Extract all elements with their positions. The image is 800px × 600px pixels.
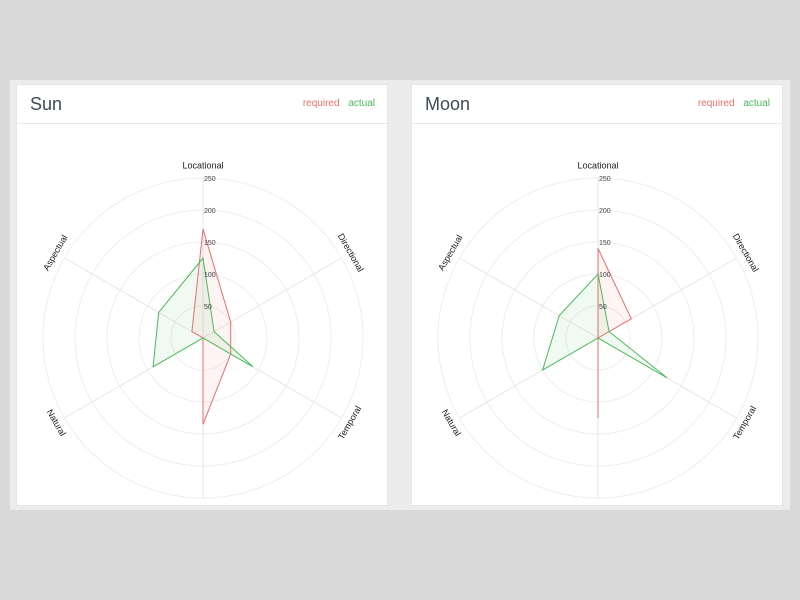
moon-radar-chart: 50 100 150 200 250 Locational Directional Tempo… [436, 160, 761, 506]
moon-axis-label-locational: Locational [577, 160, 618, 170]
sun-axis-label-natural: Natural [45, 408, 68, 438]
moon-legend-actual: actual [743, 98, 770, 109]
moon-series-required [597, 248, 632, 418]
sun-axis-label-directional: Directional [336, 232, 366, 274]
sun-axis-spoke [64, 257, 204, 339]
sun-card-header: Sun required actual [17, 85, 387, 124]
sun-chart-card: Sun required actual 50 100 150 200 250 Locati… [16, 84, 388, 506]
moon-axis-label-directional: Directional [731, 232, 761, 274]
sun-axis-spoke [202, 257, 342, 339]
moon-axis-label-motional: Motional [581, 504, 615, 506]
sun-legend: required actual [303, 98, 375, 109]
moon-axis-label-aspectual: Aspectual [436, 233, 464, 272]
sun-chart-title: Sun [30, 94, 63, 114]
moon-tick-label: 150 [599, 240, 611, 247]
sun-tick-label: 100 [204, 272, 216, 279]
moon-axis-label-natural: Natural [440, 408, 463, 438]
sun-axis-label-aspectual: Aspectual [41, 233, 69, 272]
sun-axis-label-temporal: Temporal [336, 404, 363, 441]
moon-series-actual [541, 272, 668, 379]
sun-tick-label: 50 [204, 304, 212, 311]
moon-axis-label-temporal: Temporal [731, 404, 758, 441]
sun-axis-label-locational: Locational [182, 160, 223, 170]
sun-tick-label: 200 [204, 208, 216, 215]
sun-tick-label: 150 [204, 240, 216, 247]
moon-axis-spoke [459, 257, 599, 339]
sun-legend-actual: actual [348, 98, 375, 109]
moon-tick-label: 250 [599, 176, 611, 183]
moon-card-header: Moon required actual [412, 85, 782, 124]
sun-tick-label: 250 [204, 176, 216, 183]
moon-legend-required: required [697, 98, 735, 109]
moon-tick-label: 50 [599, 304, 607, 311]
sun-series-required [191, 229, 232, 425]
sun-series-actual [152, 256, 254, 368]
dashboard-panels: Sun required actual 50 100 150 200 250 Locati… [10, 80, 790, 510]
sun-legend-required: required [302, 98, 340, 109]
moon-chart-title: Moon [425, 94, 471, 114]
moon-tick-label: 100 [599, 272, 611, 279]
moon-chart-card: Moon required actual 50 100 150 200 250 Locat… [411, 84, 783, 506]
moon-legend: required actual [698, 98, 770, 109]
sun-axis-label-motional: Motional [186, 504, 220, 506]
sun-radar-chart: 50 100 150 200 250 Locational Directional Tempo… [41, 160, 366, 506]
moon-tick-label: 200 [599, 208, 611, 215]
